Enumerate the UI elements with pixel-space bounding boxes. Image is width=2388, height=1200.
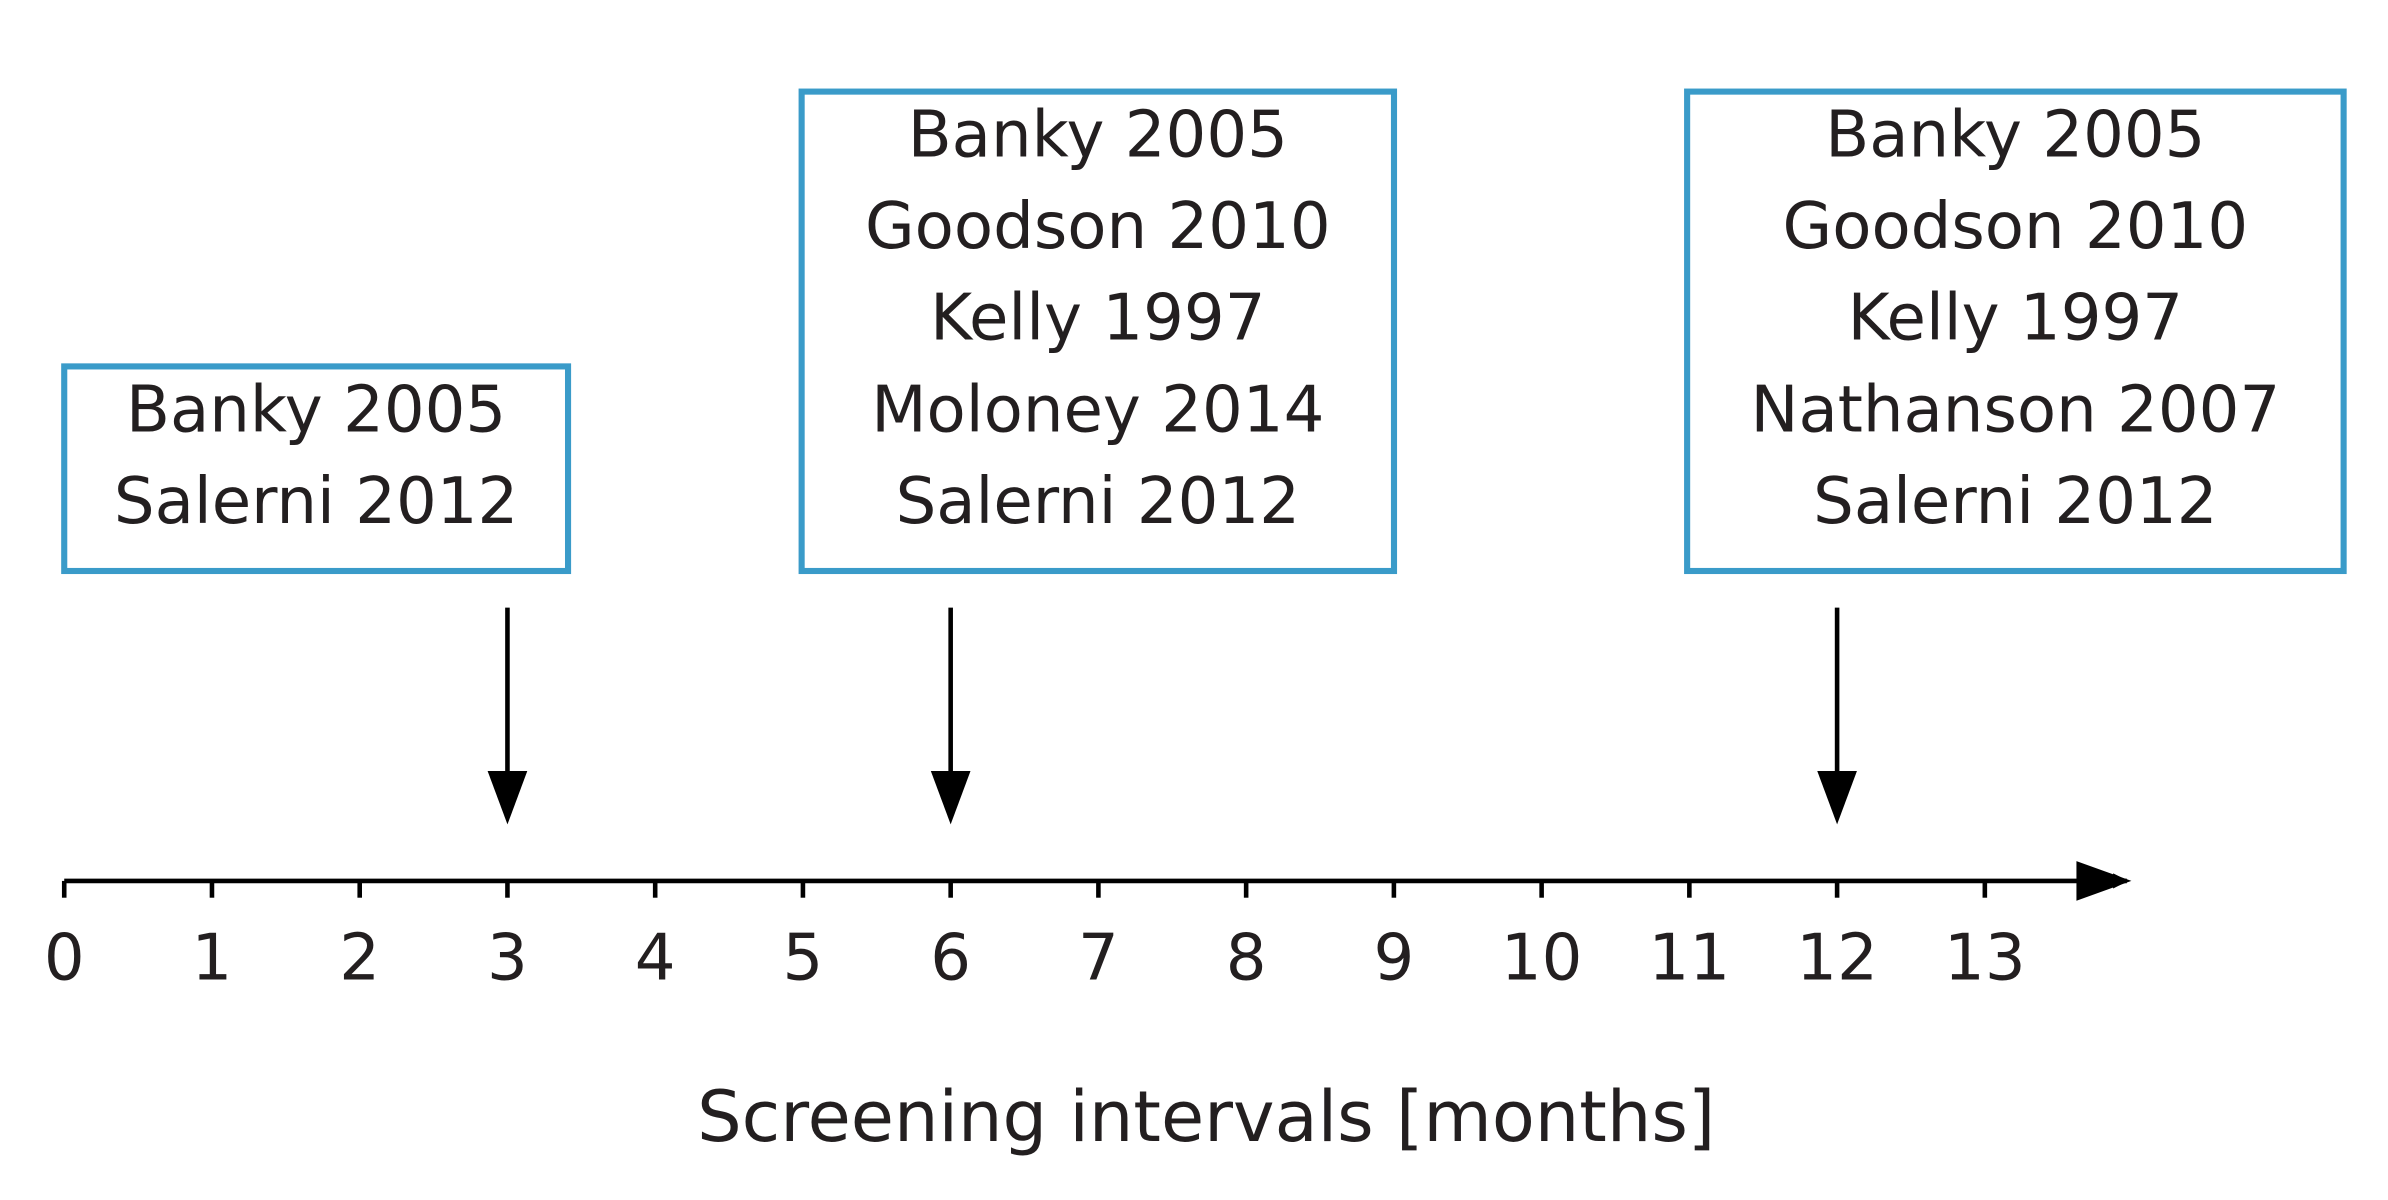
tick-label: 8 bbox=[1226, 920, 1267, 995]
tick-label: 5 bbox=[783, 920, 824, 995]
arrow-head bbox=[1817, 770, 1857, 825]
study-label: Kelly 1997 bbox=[1848, 281, 2183, 356]
study-box bbox=[798, 88, 1398, 575]
study-label: Banky 2005 bbox=[126, 372, 506, 447]
tick-label: 6 bbox=[930, 920, 971, 995]
tick-label: 2 bbox=[339, 920, 380, 995]
tick-label: 7 bbox=[1078, 920, 1119, 995]
study-label: Goodson 2010 bbox=[865, 189, 1331, 264]
tick-label: 3 bbox=[487, 920, 528, 995]
axis-arrowhead bbox=[2076, 861, 2132, 901]
study-label: Salerni 2012 bbox=[114, 464, 518, 539]
study-label: Kelly 1997 bbox=[930, 281, 1265, 356]
arrow-head bbox=[487, 770, 528, 825]
study-box bbox=[1684, 88, 2347, 575]
tick-label: 1 bbox=[192, 920, 233, 995]
study-label: Goodson 2010 bbox=[1783, 189, 2249, 264]
study-label: Moloney 2014 bbox=[871, 372, 1324, 447]
arrow-head bbox=[930, 770, 971, 825]
tick-label: 0 bbox=[44, 920, 85, 995]
tick-label: 13 bbox=[1944, 920, 2026, 995]
study-label: Banky 2005 bbox=[1825, 98, 2205, 173]
tick-label: 9 bbox=[1373, 920, 1414, 995]
study-label: Salerni 2012 bbox=[896, 464, 1300, 539]
tick-label: 4 bbox=[635, 920, 676, 995]
tick-label: 10 bbox=[1501, 920, 1583, 995]
study-box bbox=[61, 363, 572, 575]
tick-label: 12 bbox=[1796, 920, 1878, 995]
study-label: Nathanson 2007 bbox=[1751, 372, 2281, 447]
tick-label: 11 bbox=[1649, 920, 1731, 995]
axis-label: Screening intervals [months] bbox=[697, 1076, 1715, 1158]
study-label: Salerni 2012 bbox=[1813, 464, 2217, 539]
study-label: Banky 2005 bbox=[908, 98, 1288, 173]
